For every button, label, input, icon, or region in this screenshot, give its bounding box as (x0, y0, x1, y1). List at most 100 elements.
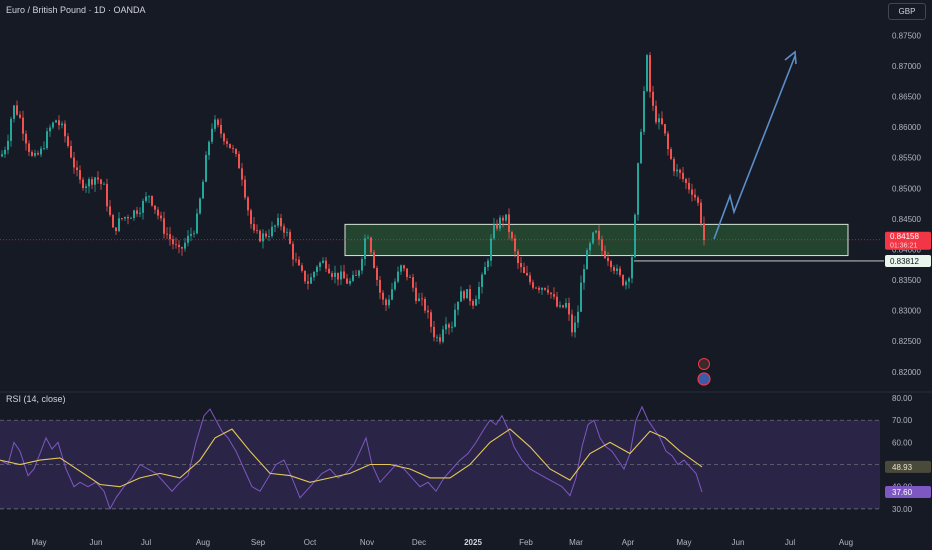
candle-body (118, 218, 120, 232)
candle-body (652, 91, 654, 106)
candle-body (505, 214, 507, 221)
candle-body (202, 181, 204, 199)
candle-body (70, 145, 72, 158)
candle-body (397, 271, 399, 282)
candle-body (523, 267, 525, 274)
candle-body (205, 155, 207, 182)
candle-body (481, 274, 483, 287)
candle-body (43, 148, 45, 149)
candle-body (250, 210, 252, 225)
candle-body (124, 217, 126, 219)
price-tick-label: 0.82000 (892, 368, 921, 377)
candle-body (649, 55, 651, 92)
candle-body (157, 209, 159, 216)
candle-body (427, 310, 429, 313)
candle-body (478, 286, 480, 300)
candles-layer (1, 52, 705, 345)
candle-body (670, 149, 672, 159)
candle-body (403, 265, 405, 269)
candle-body (10, 118, 12, 141)
candle-body (214, 119, 216, 129)
candle-body (226, 141, 228, 144)
candle-body (298, 259, 300, 266)
candle-body (445, 324, 447, 330)
candle-body (391, 289, 393, 300)
candle-body (34, 153, 36, 156)
candle-body (193, 233, 195, 235)
candle-body (310, 277, 312, 284)
candle-body (610, 261, 612, 268)
candle-body (580, 282, 582, 312)
candle-body (190, 234, 192, 236)
symbol-title: Euro / British Pound · 1D · OANDA (6, 5, 146, 15)
candle-body (46, 131, 48, 149)
countdown-value: 01:36:21 (890, 242, 917, 249)
candle-body (160, 215, 162, 219)
candle-body (148, 195, 150, 197)
rsi-band-fill (0, 420, 880, 509)
candle-body (418, 298, 420, 302)
candle-body (676, 169, 678, 172)
candle-body (235, 148, 237, 155)
candle-body (388, 299, 390, 306)
candle-body (307, 281, 309, 284)
rsi-tick-label: 70.00 (892, 416, 913, 425)
candle-body (556, 296, 558, 307)
candle-body (337, 272, 339, 280)
candle-body (487, 260, 489, 267)
candle-body (577, 311, 579, 323)
candle-body (232, 148, 234, 149)
candle-body (121, 218, 123, 220)
candle-body (457, 301, 459, 310)
candle-body (130, 217, 132, 219)
candle-body (76, 167, 78, 171)
candle-body (658, 118, 660, 123)
candle-body (655, 105, 657, 123)
rsi-tick-label: 30.00 (892, 505, 913, 514)
rsi-value-badge (885, 486, 931, 499)
candle-body (664, 124, 666, 134)
candle-body (91, 179, 93, 185)
candle-body (529, 275, 531, 283)
candle-body (22, 117, 24, 134)
x-tick-label: Dec (412, 538, 426, 547)
currency-button[interactable]: GBP (888, 3, 926, 20)
candle-body (535, 287, 537, 289)
candle-body (163, 218, 165, 234)
candle-body (538, 287, 540, 290)
candle-body (349, 280, 351, 284)
candle-body (646, 55, 648, 92)
price-tick-label: 0.83500 (892, 276, 921, 285)
candle-body (178, 244, 180, 248)
candle-body (469, 289, 471, 302)
candle-body (49, 127, 51, 132)
candle-body (97, 177, 99, 180)
candle-body (424, 298, 426, 311)
price-tick-label: 0.85000 (892, 184, 921, 193)
x-tick-label: May (31, 538, 46, 547)
candle-body (211, 128, 213, 142)
rsi-ma-value: 48.93 (892, 463, 913, 472)
candle-body (355, 275, 357, 276)
candle-body (703, 223, 705, 240)
candle-body (493, 224, 495, 239)
candle-body (541, 287, 543, 290)
candle-body (685, 179, 687, 183)
candle-body (691, 189, 693, 195)
rsi-title: RSI (14, close) (6, 394, 66, 404)
candle-body (103, 183, 105, 185)
rsi-tick-label: 60.00 (892, 438, 913, 447)
candle-body (358, 270, 360, 276)
x-tick-label: Jun (732, 538, 745, 547)
candle-body (37, 153, 39, 155)
rsi-ma-line (0, 428, 703, 488)
rsi-band-layer (0, 419, 880, 510)
candle-body (613, 267, 615, 271)
zone-price-value: 0.83812 (890, 257, 919, 266)
candle-body (253, 224, 255, 231)
candle-body (181, 247, 183, 249)
candle-body (553, 294, 555, 297)
candle-body (517, 251, 519, 264)
